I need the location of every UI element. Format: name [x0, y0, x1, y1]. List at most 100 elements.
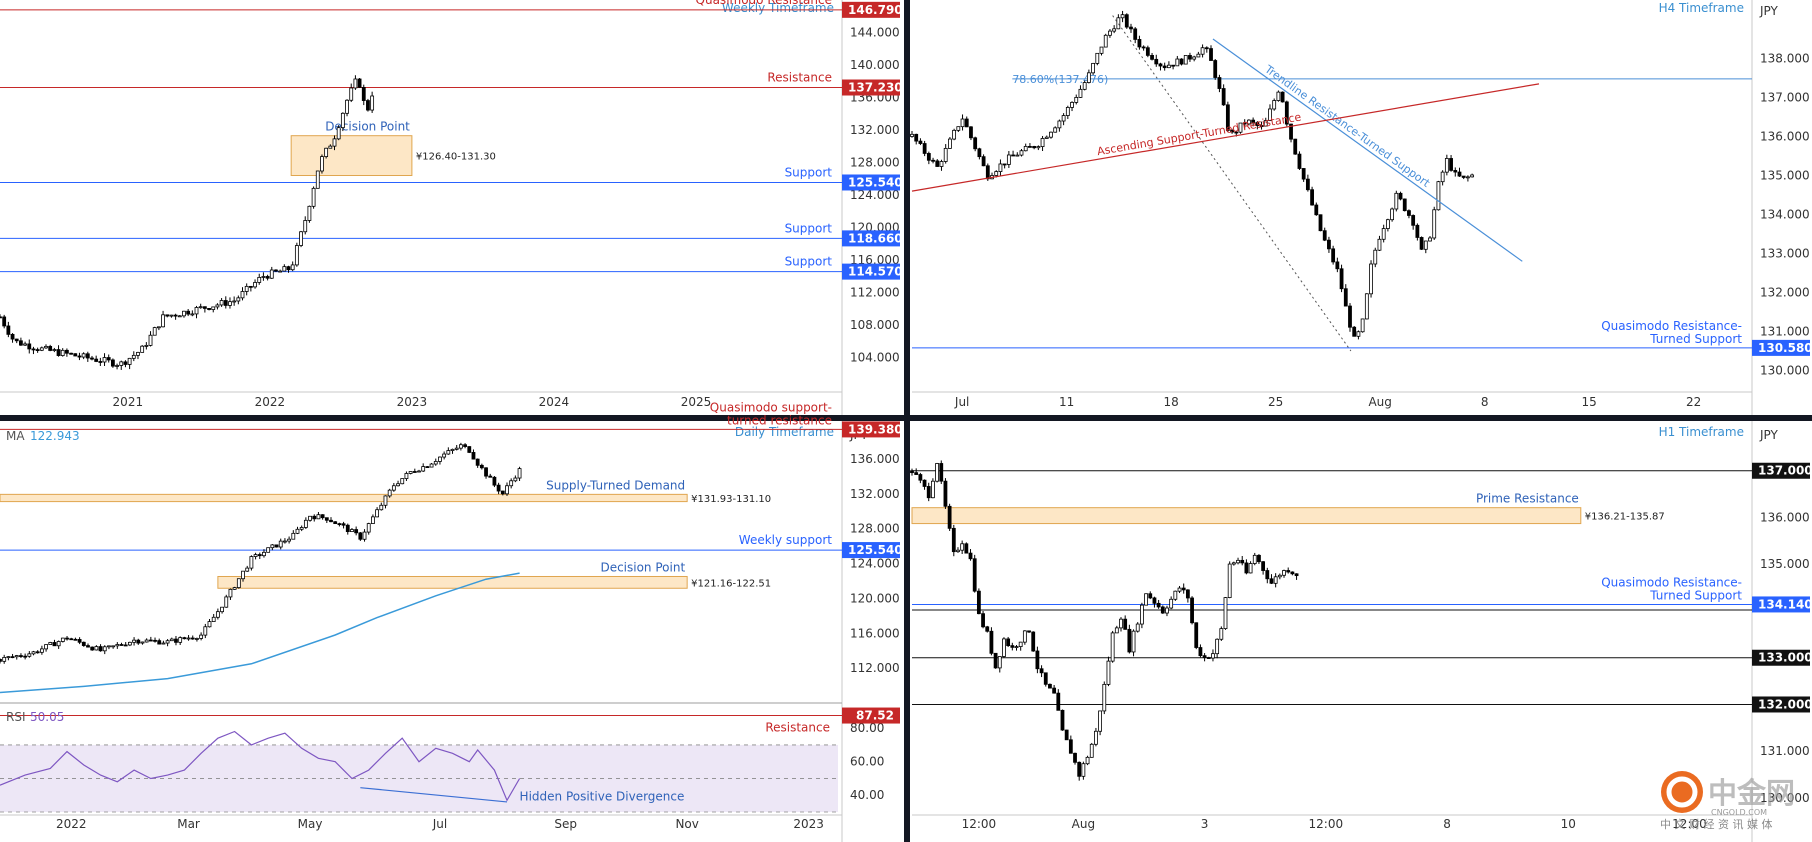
- weekly-candle-body: [69, 352, 73, 355]
- h4-candle-body: [1188, 55, 1192, 60]
- h4-candle-body: [1213, 60, 1218, 78]
- watermark-brand-cn: 中金网: [1708, 776, 1795, 810]
- h1-level-label-1-0: Quasimodo Resistance-: [1601, 575, 1742, 589]
- h1-candle-body: [1135, 623, 1140, 632]
- h4-level-tag-0: 130.580: [1758, 341, 1812, 355]
- daily-y-tick-5: 116.000: [850, 626, 900, 640]
- h1-level-tag-bg-4: [1752, 696, 1810, 713]
- h4-currency-label: JPY: [1759, 4, 1779, 18]
- daily-candle-body: [350, 529, 354, 533]
- h4-candle-body: [1234, 131, 1239, 134]
- h1-candle-body: [1282, 570, 1286, 576]
- h4-x-tick-6: 15: [1582, 395, 1597, 409]
- weekly-level-label-0-0: Quasimodo Resistance: [696, 0, 832, 7]
- daily-candle-body: [391, 485, 396, 491]
- h4-candle-body: [1192, 56, 1197, 60]
- weekly-candle-body: [52, 349, 57, 351]
- h4-candle-body: [1449, 158, 1453, 171]
- rsi-y-tick-0: 80.00: [850, 721, 884, 735]
- h4-candle-body: [960, 118, 965, 128]
- h1-candle-body: [968, 552, 973, 560]
- weekly-candle-body: [6, 325, 11, 335]
- h4-swing-dotted-line: [1112, 15, 1352, 352]
- h1-candle-body: [1060, 709, 1065, 731]
- h1-candle-body: [1290, 571, 1295, 575]
- h1-candle-body: [1022, 630, 1027, 643]
- daily-candle-body: [266, 547, 271, 553]
- daily-candle-body: [52, 642, 57, 647]
- weekly-candle-body: [240, 291, 245, 299]
- h4-candle-body: [926, 153, 931, 161]
- h4-candle-body: [1006, 154, 1011, 165]
- h4-candle-body: [1364, 293, 1369, 320]
- daily-candle-body: [429, 463, 434, 468]
- weekly-candle-body: [340, 112, 345, 129]
- daily-candle-body: [119, 644, 124, 646]
- h4-candles: [910, 10, 1475, 340]
- h1-candle-body: [1056, 692, 1061, 711]
- weekly-x-tick-1: 2022: [255, 395, 286, 409]
- h1-candle-body: [1052, 687, 1057, 694]
- h1-candle-body: [1098, 710, 1102, 732]
- h4-candle-body: [1150, 55, 1154, 60]
- daily-candle-body: [320, 514, 325, 519]
- h4-x-tick-4: Aug: [1368, 395, 1391, 409]
- h1-candle-body: [1089, 743, 1094, 758]
- rsi-label: RSI: [6, 710, 26, 724]
- rsi-divergence-line: [360, 787, 508, 803]
- weekly-candle-body: [94, 358, 99, 362]
- rsi-level-tag-0: 87.52: [856, 709, 894, 723]
- weekly-candle-body: [357, 78, 362, 88]
- h1-candle-body: [1081, 763, 1086, 777]
- h4-candle-body: [1196, 53, 1201, 58]
- h4-x-tick-7: 22: [1686, 395, 1701, 409]
- h4-candle-body: [1398, 192, 1403, 200]
- daily-candle-body: [40, 648, 44, 653]
- daily-candle-body: [165, 640, 170, 644]
- daily-candle-body: [358, 532, 363, 540]
- weekly-candle-body: [265, 276, 270, 279]
- h1-candle-body: [1173, 590, 1178, 600]
- h1-x-tick-2: 3: [1201, 817, 1209, 831]
- h1-candle-body: [1177, 587, 1182, 592]
- h4-candle-body: [1407, 210, 1411, 216]
- daily-candle-body: [69, 638, 74, 641]
- h4-y-tick-1: 138.000: [1760, 52, 1810, 66]
- h4-candle-body: [1230, 130, 1234, 133]
- daily-candle-body: [98, 646, 103, 652]
- weekly-candle-body: [294, 245, 299, 266]
- h1-candle-body: [1131, 630, 1136, 653]
- daily-y-tick-4: 120.000: [850, 591, 900, 605]
- h4-candle-body: [1078, 88, 1083, 98]
- h4-candle-body: [1217, 77, 1222, 89]
- h4-candle-body: [1360, 318, 1365, 333]
- weekly-level-tag-0: 146.790: [848, 3, 903, 17]
- h1-candle-body: [1043, 672, 1048, 685]
- daily-candle-body: [283, 540, 287, 543]
- weekly-candle-body: [144, 344, 149, 347]
- weekly-candle-body: [190, 313, 195, 316]
- daily-candle-body: [404, 473, 409, 479]
- h1-x-tick-6: 12:00: [1672, 817, 1707, 831]
- h4-trendline-label-ascending-support-turned-resistance: Ascending Support-Turned Resistance: [1096, 111, 1302, 159]
- daily-candle-body: [509, 480, 514, 487]
- h4-candle-body: [1070, 102, 1074, 108]
- h1-candle-body: [1085, 756, 1090, 765]
- h4-candle-body: [1318, 214, 1323, 232]
- weekly-candle-body: [257, 276, 262, 283]
- weekly-candle-body: [90, 357, 94, 360]
- h4-candle-body: [1343, 288, 1348, 307]
- weekly-candle-body: [173, 314, 178, 317]
- daily-candle-body: [19, 655, 23, 657]
- h1-level-tag-1: 134.140: [1758, 597, 1812, 611]
- daily-candle-body: [241, 570, 245, 580]
- daily-candle-body: [425, 466, 430, 468]
- weekly-y-tick-8: 112.000: [850, 286, 900, 300]
- daily-candle-body: [73, 638, 78, 641]
- daily-candle-body: [115, 644, 120, 647]
- h4-candle-body: [1301, 168, 1306, 180]
- h4-trendline-ascending-support-turned-resistance: [911, 83, 1540, 192]
- weekly-candle-body: [27, 343, 32, 350]
- h4-x-tick-5: 8: [1481, 395, 1489, 409]
- weekly-candle-body: [156, 326, 161, 329]
